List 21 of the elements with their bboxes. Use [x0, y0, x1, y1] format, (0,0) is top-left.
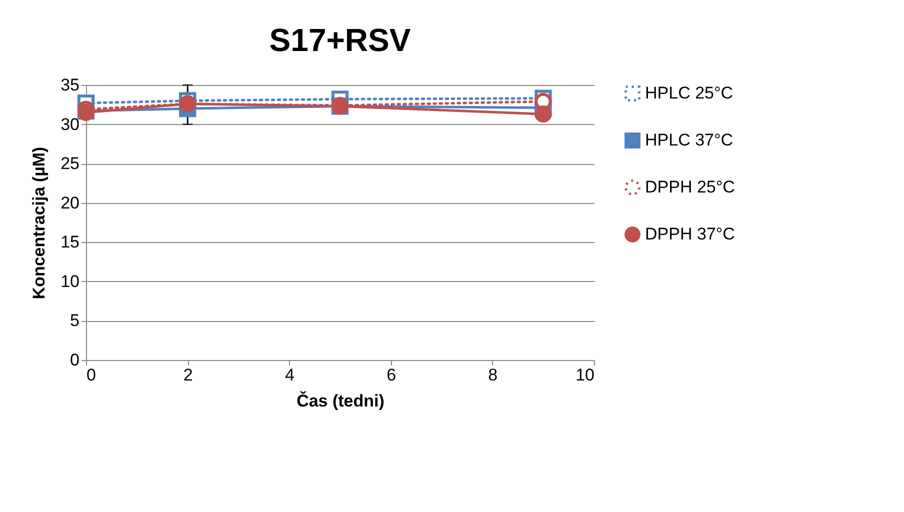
y-tick-label: 35 — [60, 76, 80, 94]
y-tick-label: 25 — [60, 154, 80, 174]
chart-title: S17+RSV — [269, 22, 412, 58]
y-tick-label: 20 — [60, 193, 80, 212]
legend-label: HPLC 37°C — [645, 130, 734, 150]
legend-label: DPPH 25°C — [645, 178, 735, 196]
y-tick-label: 30 — [60, 114, 80, 134]
y-tick-label: 0 — [70, 350, 80, 370]
y-tick-label: 10 — [60, 272, 80, 291]
x-tick-label: 2 — [183, 366, 193, 384]
y-tick-label: 5 — [70, 311, 80, 330]
x-axis-title: Čas (tedni) — [296, 390, 384, 410]
legend-label: DPPH 37°C — [645, 224, 735, 244]
x-tick-label: 10 — [576, 366, 594, 384]
y-axis-title: Koncentracija (µM) — [30, 146, 49, 300]
legend-label: HPLC 25°C — [645, 84, 734, 102]
x-tick-label: 0 — [86, 366, 96, 384]
x-tick-label: 4 — [284, 366, 294, 384]
y-tick-label: 15 — [60, 232, 80, 252]
x-tick-label: 6 — [386, 366, 396, 384]
x-tick-label: 8 — [488, 366, 498, 384]
